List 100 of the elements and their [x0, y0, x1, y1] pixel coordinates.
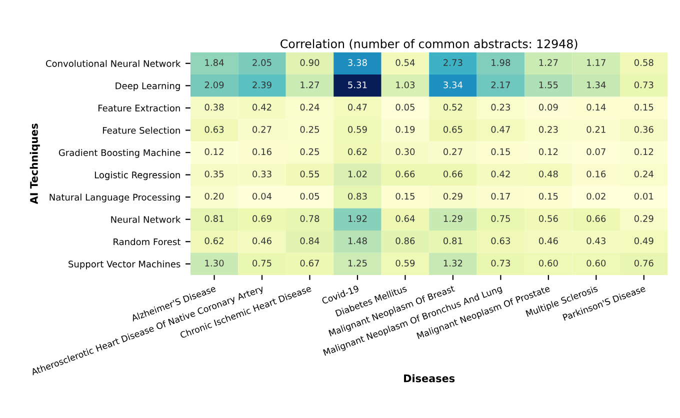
data-label: 1.92: [348, 215, 367, 222]
data-label: 5.31: [348, 81, 367, 88]
data-label: 0.62: [348, 148, 367, 156]
data-label: 1.03: [396, 81, 415, 88]
data-label: 2.09: [204, 81, 224, 88]
data-label: 0.12: [204, 148, 224, 156]
data-label: 0.24: [634, 170, 654, 178]
data-label: 0.01: [634, 192, 654, 200]
data-label: 0.60: [538, 260, 558, 267]
data-label: 1.30: [205, 260, 224, 267]
y-tick-label: Convolutional Neural Network: [46, 60, 181, 67]
data-label: 0.12: [634, 148, 654, 156]
data-label: 0.49: [634, 237, 654, 244]
data-label: 0.17: [491, 192, 510, 200]
data-label: 0.23: [538, 126, 558, 133]
data-label: 0.23: [491, 104, 510, 111]
data-label: 0.63: [204, 126, 224, 133]
data-label: 0.42: [491, 170, 510, 178]
data-label: 0.84: [300, 237, 320, 244]
data-label: 0.86: [396, 237, 415, 244]
data-label: 2.05: [252, 59, 272, 66]
data-label: 0.64: [396, 215, 415, 222]
data-label: 0.56: [538, 215, 558, 222]
data-label: 1.34: [587, 81, 606, 88]
data-label: 0.66: [443, 170, 462, 178]
data-label: 0.83: [348, 192, 367, 200]
data-label: 1.55: [539, 82, 558, 88]
y-tick-label: Gradient Boosting Machine: [58, 149, 180, 158]
data-label: 0.46: [538, 237, 558, 244]
data-label: 0.52: [443, 104, 462, 111]
data-label: 0.04: [252, 192, 272, 200]
data-label: 0.81: [204, 215, 224, 222]
data-label: 0.15: [491, 148, 510, 156]
data-label: 0.36: [634, 126, 654, 133]
data-label: 0.07: [586, 148, 606, 156]
data-label: 0.12: [538, 148, 558, 156]
data-label: 0.43: [586, 237, 606, 244]
y-tick-label: Neural Network: [111, 216, 181, 223]
data-label: 0.48: [538, 170, 558, 178]
data-label: 0.21: [586, 126, 606, 133]
data-label: 0.73: [491, 260, 510, 267]
data-label: 0.24: [300, 104, 320, 111]
data-label: 0.78: [300, 215, 320, 222]
y-tick-label: Feature Extraction: [98, 104, 180, 112]
data-label: 1.29: [444, 215, 462, 222]
data-label: 0.66: [396, 170, 415, 178]
data-label: 0.59: [396, 260, 415, 267]
data-label: 0.73: [634, 81, 654, 88]
data-label: 0.55: [300, 170, 319, 178]
data-label: 0.47: [491, 126, 510, 133]
data-label: 1.32: [444, 260, 462, 267]
data-label: 3.38: [348, 59, 367, 66]
data-label: 0.65: [443, 126, 462, 133]
data-label: 1.98: [492, 59, 510, 66]
data-label: 0.63: [491, 237, 510, 244]
data-label: 0.20: [204, 192, 224, 200]
data-label: 1.25: [348, 260, 367, 267]
data-label: 0.25: [300, 148, 319, 156]
data-label: 3.34: [444, 81, 462, 88]
data-label: 0.76: [634, 260, 654, 267]
data-label: 0.67: [300, 260, 320, 267]
data-label: 0.05: [396, 104, 414, 111]
data-label: 1.27: [300, 81, 320, 88]
data-label: 2.17: [491, 81, 510, 88]
y-tick-label: Natural Language Processing: [50, 194, 180, 202]
data-label: 0.29: [443, 192, 462, 200]
data-label: 0.09: [538, 104, 558, 111]
data-label: 0.15: [396, 192, 414, 200]
data-label: 0.15: [634, 104, 654, 111]
data-label: 2.73: [444, 59, 462, 66]
data-label: 0.14: [586, 104, 606, 111]
data-label: 1.17: [587, 59, 606, 66]
data-label: 0.16: [586, 170, 606, 178]
data-label: 0.60: [586, 260, 606, 267]
data-label: 0.69: [252, 215, 272, 222]
data-label: 0.75: [491, 215, 510, 222]
y-tick-label: Support Vector Machines: [68, 260, 180, 270]
y-axis-title: AI Techniques: [30, 124, 40, 204]
data-label: 0.25: [300, 126, 319, 133]
data-label: 0.47: [348, 104, 367, 111]
data-label: 0.15: [538, 192, 558, 200]
x-axis-title: Diseases: [404, 374, 455, 382]
data-label: 0.30: [396, 148, 415, 156]
data-label: 1.48: [348, 237, 367, 244]
data-label: 0.29: [634, 215, 654, 222]
chart-title: Correlation (number of common abstracts: 12948): [280, 39, 578, 50]
data-label: 0.75: [252, 260, 272, 267]
y-tick-label: Random Forest: [114, 238, 180, 246]
data-label: 0.19: [396, 126, 415, 133]
data-label: 1.02: [348, 170, 367, 178]
y-tick-label: Logistic Regression: [94, 171, 180, 180]
data-label: 0.27: [443, 148, 462, 156]
data-label: 1.84: [205, 59, 224, 66]
data-label: 0.46: [252, 237, 272, 244]
data-label: 0.35: [204, 170, 224, 178]
data-label: 0.59: [348, 126, 367, 133]
data-label: 0.81: [443, 237, 462, 244]
data-label: 0.58: [634, 59, 654, 66]
data-label: 0.54: [396, 59, 415, 66]
data-label: 0.27: [252, 126, 272, 133]
